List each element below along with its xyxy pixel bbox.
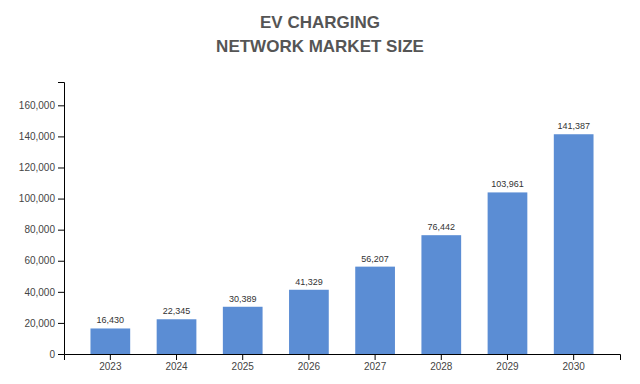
- bar: [554, 134, 594, 354]
- y-tick: 60,000: [24, 255, 64, 266]
- x-tick-label: 2023: [99, 361, 122, 372]
- x-axis: 2023 2024 2025 2026 2027 2028 2029 2030: [65, 354, 621, 372]
- y-axis: 0 20,000 40,000 60,000 80,000 100,000 120,000 1…: [19, 83, 65, 360]
- subtitle: NETWORK MARKET SIZE: [216, 37, 424, 56]
- x-axis-line: [65, 355, 621, 361]
- x-tick-mark: [441, 354, 442, 360]
- y-tick-mark: [58, 167, 64, 168]
- bar: [223, 307, 263, 354]
- y-tick-label: 120,000: [19, 162, 56, 173]
- data-label: 56,207: [361, 254, 389, 264]
- x-tick-mark: [573, 354, 574, 360]
- y-tick-label: 140,000: [19, 131, 56, 142]
- data-label: 16,430: [97, 315, 125, 325]
- data-label: 141,387: [557, 121, 590, 131]
- bar: [355, 267, 395, 354]
- y-axis-line: [58, 83, 65, 355]
- x-tick: 2030: [563, 354, 586, 372]
- data-label: 22,345: [163, 306, 191, 316]
- bar: [157, 319, 197, 354]
- data-labels: 16,430 22,345 30,389 41,329 56,207 76,442 103,…: [97, 121, 590, 325]
- data-label: 30,389: [229, 294, 257, 304]
- data-label: 41,329: [295, 277, 323, 287]
- y-tick-mark: [58, 199, 64, 200]
- y-tick-label: 160,000: [19, 100, 56, 111]
- y-tick: 20,000: [24, 318, 64, 329]
- x-tick-label: 2025: [232, 361, 255, 372]
- y-tick: 140,000: [19, 131, 64, 142]
- y-tick: 0: [49, 349, 64, 360]
- y-tick: 40,000: [24, 287, 64, 298]
- x-tick: 2025: [232, 354, 255, 372]
- x-tick-label: 2030: [563, 361, 586, 372]
- y-tick-label: 20,000: [24, 318, 55, 329]
- x-tick: 2026: [298, 354, 321, 372]
- bar: [289, 290, 329, 354]
- x-tick: 2028: [430, 354, 453, 372]
- bar: [90, 328, 130, 354]
- y-tick-mark: [58, 136, 64, 137]
- x-tick-label: 2029: [496, 361, 519, 372]
- y-tick-mark: [58, 261, 64, 262]
- x-tick: 2029: [496, 354, 519, 372]
- x-tick-mark: [110, 354, 111, 360]
- y-tick-label: 100,000: [19, 193, 56, 204]
- y-tick: 160,000: [19, 100, 64, 111]
- x-tick: 2023: [99, 354, 122, 372]
- x-tick: 2027: [364, 354, 387, 372]
- y-tick-label: 40,000: [24, 287, 55, 298]
- data-label: 76,442: [428, 222, 456, 232]
- x-tick-label: 2026: [298, 361, 321, 372]
- y-tick: 120,000: [19, 162, 64, 173]
- y-tick-label: 80,000: [24, 224, 55, 235]
- plot: 0 20,000 40,000 60,000 80,000 100,000 120,000 1…: [19, 83, 621, 373]
- x-tick: 2024: [165, 354, 188, 372]
- y-tick-mark: [58, 292, 64, 293]
- y-tick: 100,000: [19, 193, 64, 204]
- bars: [90, 134, 593, 354]
- x-tick-mark: [375, 354, 376, 360]
- bar: [421, 235, 461, 354]
- x-tick-mark: [507, 354, 508, 360]
- x-tick-label: 2027: [364, 361, 387, 372]
- x-tick-label: 2028: [430, 361, 453, 372]
- y-tick-mark: [58, 323, 64, 324]
- bar: [488, 192, 528, 354]
- x-tick-mark: [176, 354, 177, 360]
- x-tick-mark: [308, 354, 309, 360]
- y-tick-mark: [58, 354, 64, 355]
- y-tick-label: 60,000: [24, 255, 55, 266]
- chart: EV CHARGING NETWORK MARKET SIZE 0 20,000 40,…: [0, 0, 640, 384]
- y-tick: 80,000: [24, 224, 64, 235]
- y-tick-mark: [58, 105, 64, 106]
- x-tick-label: 2024: [165, 361, 188, 372]
- y-tick-label: 0: [49, 349, 55, 360]
- title: EV CHARGING: [260, 13, 380, 32]
- y-tick-mark: [58, 230, 64, 231]
- data-label: 103,961: [491, 179, 524, 189]
- x-tick-mark: [242, 354, 243, 360]
